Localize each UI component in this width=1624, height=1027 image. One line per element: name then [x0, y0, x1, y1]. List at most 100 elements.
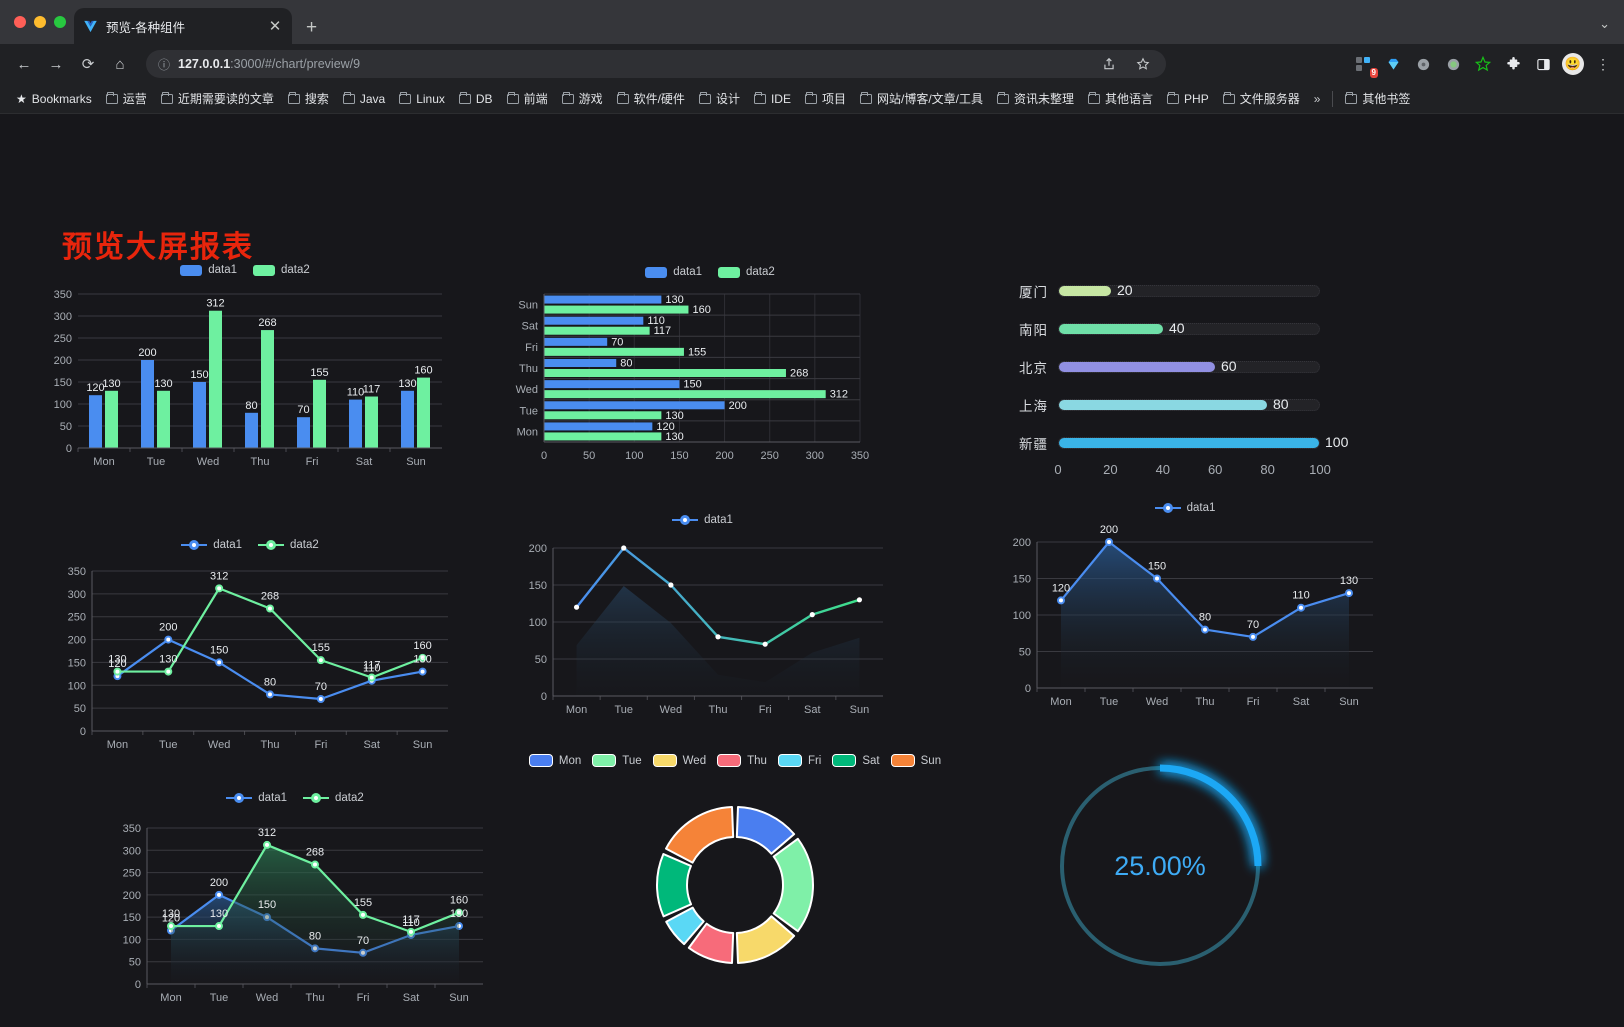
legend-swatch-icon [180, 264, 203, 276]
svg-text:155: 155 [310, 367, 328, 379]
toolbar-extension-icons: 9 😃 ⋮ [1352, 53, 1614, 78]
puzzle-icon[interactable] [1502, 53, 1524, 75]
folder-icon [160, 91, 173, 104]
bookmark-item-folder[interactable]: 网站/博客/文章/工具 [854, 87, 989, 110]
share-icon[interactable] [1098, 53, 1120, 75]
svg-text:250: 250 [761, 450, 779, 462]
legend-line-icon [1154, 502, 1181, 514]
legend-item-data2[interactable]: data2 [303, 792, 364, 804]
axis-tick-label: 40 [1155, 462, 1171, 477]
bookmark-item-folder[interactable]: 资讯未整理 [991, 87, 1080, 110]
bookmark-label: 设计 [715, 92, 740, 106]
folder-icon [506, 91, 519, 104]
legend-item-data1[interactable]: data1 [1154, 502, 1215, 514]
legend-item-data1[interactable]: data1 [181, 539, 242, 551]
progress-track: 40 [1058, 320, 1320, 336]
legend-item-fri[interactable]: Fri [777, 754, 821, 767]
legend-item-data2[interactable]: data2 [253, 264, 310, 276]
bookmark-label: 软件/硬件 [633, 92, 685, 106]
close-icon[interactable]: ✕ [268, 17, 282, 35]
info-icon[interactable]: ⓘ [158, 57, 171, 72]
bookmark-label: 资讯未整理 [1014, 92, 1075, 106]
legend-item-data1[interactable]: data1 [180, 264, 237, 276]
svg-text:160: 160 [692, 304, 710, 316]
forward-button[interactable]: → [48, 55, 64, 73]
legend-label: data1 [673, 266, 702, 278]
bookmark-star-icon[interactable] [1132, 53, 1154, 75]
minimize-window-button[interactable] [34, 16, 46, 28]
legend-item-data1[interactable]: data1 [226, 792, 287, 804]
bookmark-item-folder[interactable]: 搜索 [282, 87, 335, 110]
chevron-down-icon[interactable]: ⌄ [1599, 16, 1610, 31]
svg-text:117: 117 [363, 384, 381, 396]
legend-item-sun[interactable]: Sun [890, 754, 942, 767]
diamond-icon[interactable] [1382, 53, 1404, 75]
legend-item-mon[interactable]: Mon [528, 754, 581, 767]
window-traffic-lights[interactable] [10, 0, 74, 44]
bookmark-item-folder[interactable]: 运营 [100, 87, 153, 110]
svg-text:130: 130 [210, 908, 228, 920]
bookmark-item-folder[interactable]: IDE [748, 89, 797, 109]
legend-item-wed[interactable]: Wed [652, 754, 706, 767]
axis-tick-label: 100 [1309, 462, 1331, 477]
legend-item-data2[interactable]: data2 [258, 539, 319, 551]
back-button[interactable]: ← [16, 55, 32, 73]
legend-item-data2[interactable]: data2 [718, 266, 775, 278]
bookmark-item-folder[interactable]: 近期需要读的文章 [155, 87, 280, 110]
three-dot-menu-icon[interactable]: ⋮ [1596, 55, 1610, 72]
legend-swatch-icon [832, 754, 857, 767]
legend-label: data2 [746, 266, 775, 278]
sidepanel-icon[interactable] [1532, 53, 1554, 75]
legend-item-thu[interactable]: Thu [717, 754, 767, 767]
bookmark-item-folder[interactable]: DB [453, 89, 499, 109]
close-window-button[interactable] [14, 16, 26, 28]
bookmark-item-other[interactable]: 其他书签 [1339, 87, 1416, 110]
bookmark-item-folder[interactable]: 软件/硬件 [611, 87, 691, 110]
home-button[interactable]: ⌂ [115, 55, 125, 73]
bookmark-item-folder[interactable]: Java [337, 89, 391, 109]
legend-swatch-icon [652, 754, 677, 767]
reload-button[interactable]: ⟳ [81, 56, 95, 73]
legend-item-sat[interactable]: Sat [832, 754, 880, 767]
clover-icon[interactable] [1412, 53, 1434, 75]
svg-text:Tue: Tue [159, 739, 178, 751]
extension-grid-icon[interactable]: 9 [1352, 53, 1378, 78]
bookmark-item-folder[interactable]: 设计 [693, 87, 746, 110]
profile-avatar-icon[interactable]: 😃 [1562, 53, 1584, 75]
svg-text:110: 110 [1292, 590, 1310, 602]
bookmark-item-folder[interactable]: Linux [393, 89, 451, 109]
svg-text:Sun: Sun [850, 704, 870, 716]
svg-text:350: 350 [123, 823, 141, 835]
svg-text:268: 268 [306, 847, 324, 859]
progress-row: 南阳 40 [1000, 310, 1400, 348]
bookmark-item-folder[interactable]: 前端 [501, 87, 554, 110]
legend-item-data1[interactable]: data1 [645, 266, 702, 278]
new-tab-button[interactable]: + [306, 17, 318, 38]
svg-text:Sat: Sat [804, 704, 821, 716]
bookmarks-overflow-button[interactable]: » [1313, 91, 1321, 106]
line-two-series-svg: 0 50 100 150 200 250 300 350 Mon Tue Wed Thu Fri Sat S… [68, 566, 448, 751]
bookmark-item-folder[interactable]: 文件服务器 [1217, 87, 1306, 110]
folder-icon [342, 91, 355, 104]
bookmark-item-folder[interactable]: 项目 [799, 87, 852, 110]
bookmark-label: DB [475, 91, 493, 106]
legend-line-icon [258, 539, 284, 551]
bookmark-item-folder[interactable]: 游戏 [556, 87, 609, 110]
chart-area-two-series: data1 data2 0 50 100 150 200 250 300 350 Mon Tue W… [95, 792, 495, 1007]
address-bar[interactable]: ⓘ 127.0.0.1:3000/#/chart/preview/9 [146, 50, 1166, 78]
circle-icon[interactable] [1442, 53, 1464, 75]
legend-item-data1[interactable]: data1 [672, 514, 733, 526]
bookmark-item-folder[interactable]: 其他语言 [1082, 87, 1159, 110]
browser-tab[interactable]: 预览-各种组件 ✕ [74, 8, 292, 44]
svg-text:200: 200 [1100, 524, 1118, 536]
star-green-icon[interactable] [1472, 53, 1494, 75]
progress-track: 60 [1058, 358, 1320, 374]
maximize-window-button[interactable] [54, 16, 66, 28]
legend-label: data2 [335, 792, 364, 804]
legend-label: Sun [920, 754, 942, 767]
legend-item-tue[interactable]: Tue [592, 754, 642, 767]
area-single-svg: 0 50 100 150 200 Mon Tue Wed Thu Fri Sat Sun 120 200 1… [1013, 524, 1373, 708]
bookmark-item-folder[interactable]: PHP [1161, 89, 1215, 109]
bookmark-item-bookmarks[interactable]: ★ Bookmarks [10, 89, 98, 109]
